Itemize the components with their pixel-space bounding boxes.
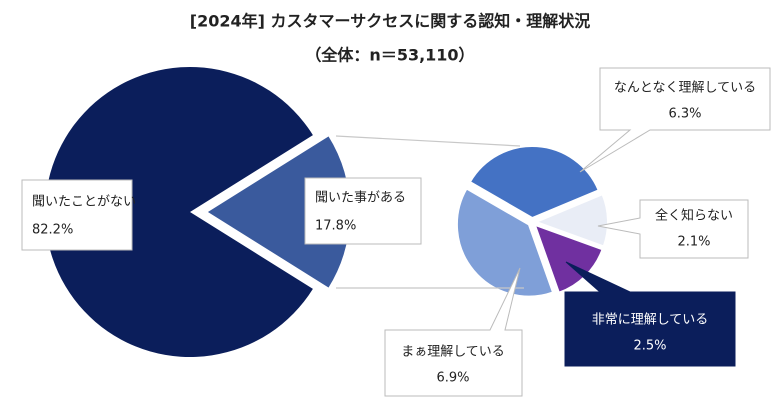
label: なんとなく理解している [614,81,756,96]
callout: 全く知らない 2.1% [597,199,749,259]
connector [335,135,521,147]
callout: 聞いたことがない 82.2% [21,179,136,251]
label: 全く知らない [655,208,733,224]
pies [44,67,609,357]
callout: 非常に理解している 2.5% [564,261,736,367]
label: 聞いた事がある [315,191,406,206]
value-label: 2.5% [633,339,666,354]
value-label: 17.8% [315,219,356,234]
label: まぁ理解している [401,345,505,360]
pie-slice [44,67,313,357]
label: 非常に理解している [592,313,709,328]
callout: なんとなく理解している 6.3% [579,67,771,173]
value-label: 2.1% [677,235,710,250]
label: 聞いたことがない [32,195,136,210]
value-label: 6.3% [668,107,701,122]
pie-slice [468,145,601,220]
pie-slice [533,192,609,248]
pie-slice [455,187,555,298]
chart-subtitle: （全体：n＝53,110） [305,46,474,65]
callout: 聞いた事がある 17.8% [304,177,422,245]
chart-title: [2024年] カスタマーサクセスに関する認知・理解状況 [190,12,590,31]
value-label: 82.2% [32,223,73,238]
value-label: 6.9% [436,371,469,386]
callout: まぁ理解している 6.9% [384,267,523,397]
